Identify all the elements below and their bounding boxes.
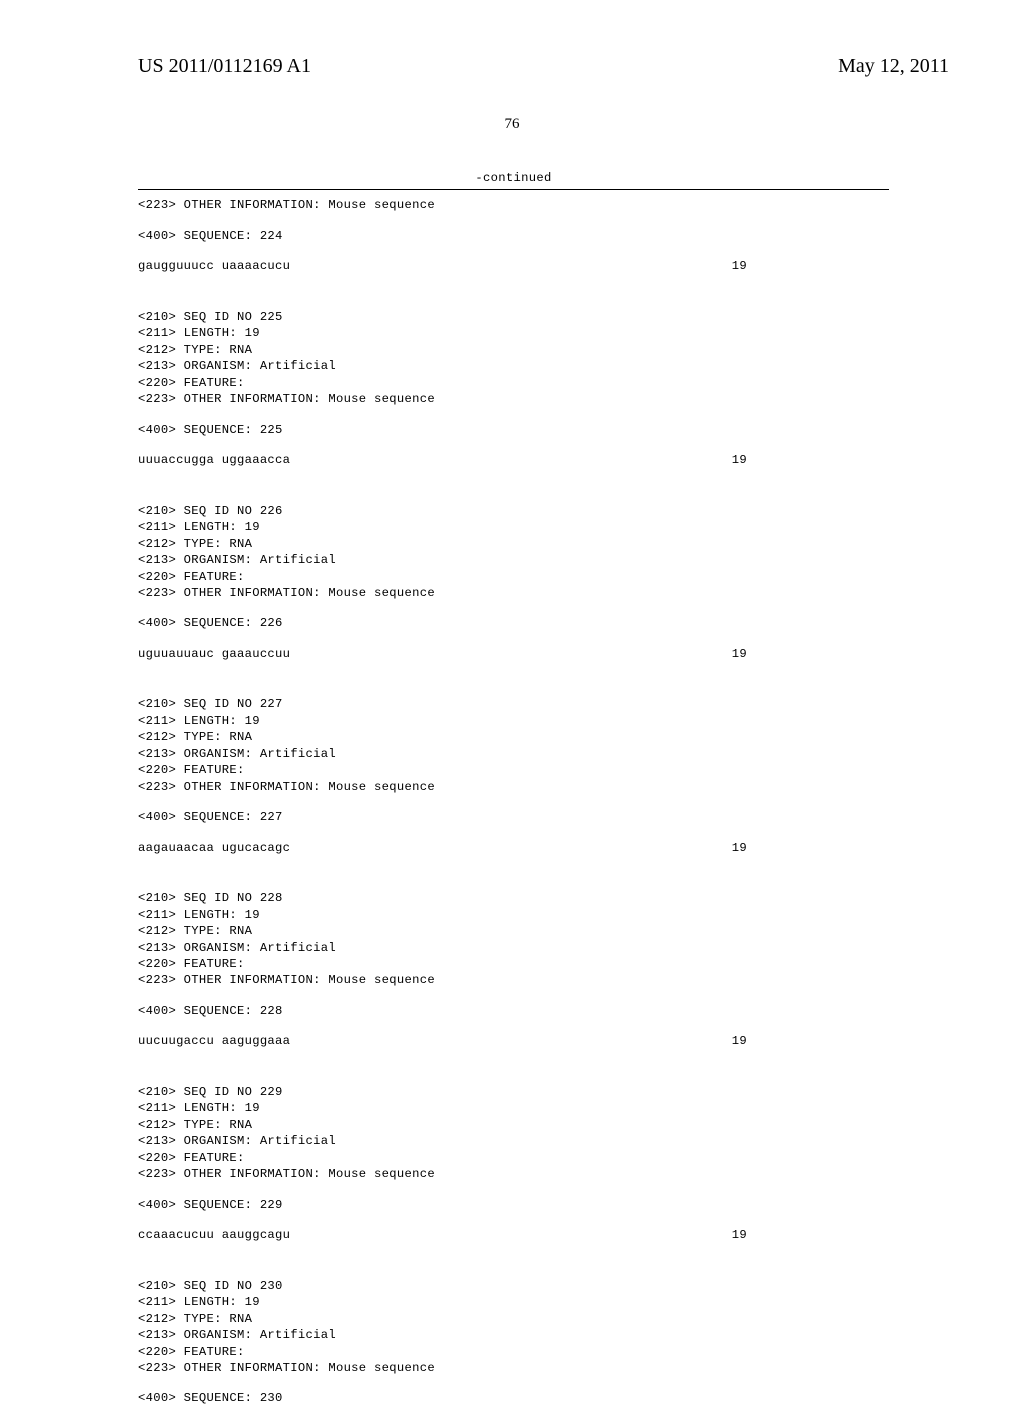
sequence-listing: -continued <223> OTHER INFORMATION: Mous…: [138, 170, 889, 1425]
seq-label: <400> SEQUENCE: 228: [138, 1003, 889, 1019]
seq-info-line: <223> OTHER INFORMATION: Mouse sequence: [138, 1166, 889, 1182]
seq-info-line: <220> FEATURE:: [138, 762, 889, 778]
page-header: US 2011/0112169 A1 May 12, 2011: [0, 55, 1024, 85]
seq-info-line: <213> ORGANISM: Artificial: [138, 940, 889, 956]
seq-label: <400> SEQUENCE: 230: [138, 1390, 889, 1406]
seq-info-line: <213> ORGANISM: Artificial: [138, 358, 889, 374]
seq-info-line: <210> SEQ ID NO 228: [138, 890, 889, 906]
seq-label: <400> SEQUENCE: 226: [138, 615, 889, 631]
seq-label: <400> SEQUENCE: 227: [138, 809, 889, 825]
sequence-row: ccaaacucuu aauggcagu 19: [138, 1227, 889, 1243]
seq-info-line: <212> TYPE: RNA: [138, 923, 889, 939]
sequence-length: 19: [732, 840, 889, 856]
sequence-text: uguuauuauc gaaauccuu: [138, 646, 290, 662]
sequence-length: 19: [732, 452, 889, 468]
sequence-entry: <210> SEQ ID NO 225 <211> LENGTH: 19 <21…: [138, 309, 889, 469]
seq-info-line: <213> ORGANISM: Artificial: [138, 552, 889, 568]
seq-info-line: <220> FEATURE:: [138, 956, 889, 972]
seq-info-line: <210> SEQ ID NO 227: [138, 696, 889, 712]
seq-info-line: <211> LENGTH: 19: [138, 907, 889, 923]
sequence-length: 19: [732, 1033, 889, 1049]
sequence-entry: <210> SEQ ID NO 227 <211> LENGTH: 19 <21…: [138, 696, 889, 856]
seq-info-line: <220> FEATURE:: [138, 375, 889, 391]
seq-info-line: <211> LENGTH: 19: [138, 1100, 889, 1116]
seq-info-line: <210> SEQ ID NO 226: [138, 503, 889, 519]
sequence-text: uuuaccugga uggaaacca: [138, 452, 290, 468]
sequence-length: 19: [732, 1227, 889, 1243]
sequence-row: uuuaccugga uggaaacca 19: [138, 452, 889, 468]
sequence-entry: <210> SEQ ID NO 229 <211> LENGTH: 19 <21…: [138, 1084, 889, 1244]
seq-info-line: <213> ORGANISM: Artificial: [138, 746, 889, 762]
seq-info-line: <210> SEQ ID NO 225: [138, 309, 889, 325]
seq-info-line: <211> LENGTH: 19: [138, 325, 889, 341]
continued-label: -continued: [138, 170, 889, 186]
sequence-length: 19: [732, 258, 889, 274]
seq-info-line: <223> OTHER INFORMATION: Mouse sequence: [138, 585, 889, 601]
seq-info-line: <223> OTHER INFORMATION: Mouse sequence: [138, 779, 889, 795]
seq-info-line: <213> ORGANISM: Artificial: [138, 1133, 889, 1149]
seq-info-line: <210> SEQ ID NO 229: [138, 1084, 889, 1100]
seq-label: <400> SEQUENCE: 224: [138, 228, 889, 244]
seq-info-line: <211> LENGTH: 19: [138, 1294, 889, 1310]
seq-info-line: <212> TYPE: RNA: [138, 729, 889, 745]
seq-label: <400> SEQUENCE: 225: [138, 422, 889, 438]
seq-info-line: <213> ORGANISM: Artificial: [138, 1327, 889, 1343]
sequence-entry: <210> SEQ ID NO 226 <211> LENGTH: 19 <21…: [138, 503, 889, 663]
horizontal-rule: [138, 189, 889, 190]
sequence-text: uucuugaccu aaguggaaa: [138, 1033, 290, 1049]
seq-info-line: <212> TYPE: RNA: [138, 536, 889, 552]
sequence-row: aagauaacaa ugucacagc 19: [138, 840, 889, 856]
sequence-row: uguuauuauc gaaauccuu 19: [138, 646, 889, 662]
publication-number: US 2011/0112169 A1: [138, 55, 311, 78]
seq-info-line: <212> TYPE: RNA: [138, 342, 889, 358]
seq-info-line: <212> TYPE: RNA: [138, 1311, 889, 1327]
sequence-text: aagauaacaa ugucacagc: [138, 840, 290, 856]
seq-info-line: <223> OTHER INFORMATION: Mouse sequence: [138, 197, 889, 213]
sequence-row: uucuugaccu aaguggaaa 19: [138, 1033, 889, 1049]
seq-info-line: <223> OTHER INFORMATION: Mouse sequence: [138, 1360, 889, 1376]
sequence-length: 19: [732, 646, 889, 662]
sequence-entry: <210> SEQ ID NO 230 <211> LENGTH: 19 <21…: [138, 1278, 889, 1407]
seq-info-line: <210> SEQ ID NO 230: [138, 1278, 889, 1294]
seq-info-line: <223> OTHER INFORMATION: Mouse sequence: [138, 972, 889, 988]
seq-info-line: <223> OTHER INFORMATION: Mouse sequence: [138, 391, 889, 407]
publication-date: May 12, 2011: [838, 55, 949, 78]
sequence-entry: <210> SEQ ID NO 228 <211> LENGTH: 19 <21…: [138, 890, 889, 1050]
sequence-row: gaugguuucc uaaaacucu 19: [138, 258, 889, 274]
seq-label: <400> SEQUENCE: 229: [138, 1197, 889, 1213]
seq-info-line: <220> FEATURE:: [138, 1344, 889, 1360]
seq-info-line: <212> TYPE: RNA: [138, 1117, 889, 1133]
seq-info-line: <220> FEATURE:: [138, 1150, 889, 1166]
seq-info-line: <211> LENGTH: 19: [138, 519, 889, 535]
sequence-text: ccaaacucuu aauggcagu: [138, 1227, 290, 1243]
page-number: 76: [0, 116, 1024, 133]
seq-info-line: <220> FEATURE:: [138, 569, 889, 585]
sequence-entry: <223> OTHER INFORMATION: Mouse sequence …: [138, 197, 889, 274]
seq-info-line: <211> LENGTH: 19: [138, 713, 889, 729]
sequence-text: gaugguuucc uaaaacucu: [138, 258, 290, 274]
